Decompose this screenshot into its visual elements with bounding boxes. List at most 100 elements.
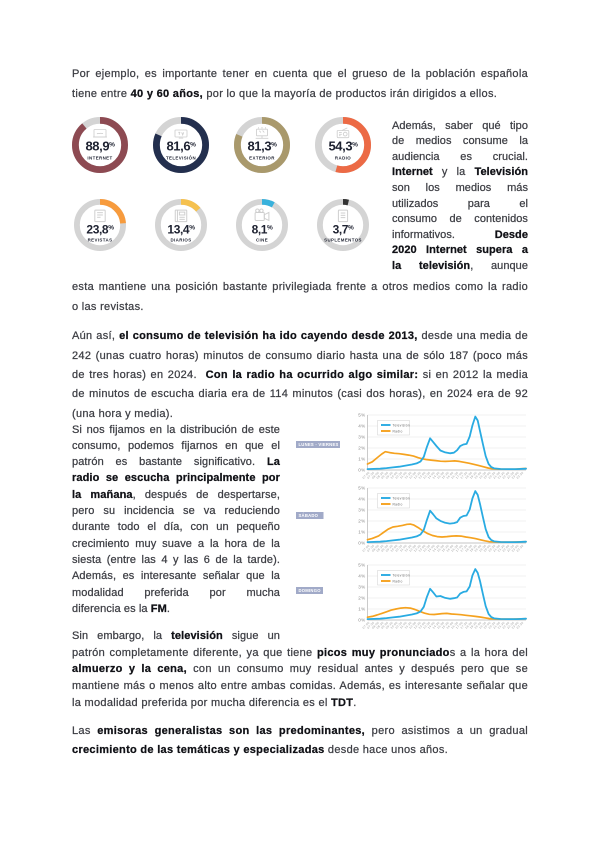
svg-text:5%: 5% [358, 412, 365, 417]
svg-text:11:30: 11:30 [404, 471, 413, 480]
svg-text:18:30: 18:30 [469, 471, 478, 480]
svg-text:17:30: 17:30 [459, 471, 468, 480]
svg-text:19:00: 19:00 [473, 621, 482, 630]
svg-text:21:30: 21:30 [497, 621, 506, 630]
svg-text:22:00: 22:00 [501, 621, 510, 630]
svg-text:TELEVISIÓN: TELEVISIÓN [166, 155, 196, 160]
svg-text:19:30: 19:30 [478, 621, 487, 630]
svg-text:3,7%: 3,7% [333, 223, 354, 237]
svg-text:14:30: 14:30 [432, 621, 441, 630]
svg-text:14:00: 14:00 [427, 544, 436, 553]
svg-text:23:00: 23:00 [511, 544, 520, 553]
svg-text:2%: 2% [358, 595, 365, 600]
svg-text:10:00: 10:00 [390, 621, 399, 630]
svg-text:11:30: 11:30 [404, 621, 413, 630]
svg-text:10:00: 10:00 [390, 471, 399, 480]
svg-text:09:00: 09:00 [380, 621, 389, 630]
svg-text:4%: 4% [358, 573, 365, 578]
svg-text:21:30: 21:30 [497, 471, 506, 480]
svg-text:20:00: 20:00 [483, 471, 492, 480]
svg-text:14:00: 14:00 [427, 471, 436, 480]
svg-text:09:00: 09:00 [380, 544, 389, 553]
svg-text:DIARIOS: DIARIOS [170, 238, 191, 243]
svg-text:2%: 2% [358, 518, 365, 523]
svg-text:12:00: 12:00 [408, 544, 417, 553]
svg-text:21:00: 21:00 [492, 544, 501, 553]
svg-text:Radio: Radio [393, 502, 403, 506]
svg-text:23:30: 23:30 [515, 621, 524, 630]
svg-text:LUNES - VIERNES: LUNES - VIERNES [299, 442, 339, 447]
svg-text:Televisión: Televisión [393, 573, 410, 577]
svg-text:16:00: 16:00 [445, 621, 454, 630]
svg-text:2%: 2% [358, 445, 365, 450]
svg-text:18:00: 18:00 [464, 471, 473, 480]
svg-text:12:00: 12:00 [408, 471, 417, 480]
svg-text:10:30: 10:30 [394, 621, 403, 630]
svg-text:1%: 1% [358, 456, 365, 461]
svg-text:12:30: 12:30 [413, 471, 422, 480]
svg-text:13,4%: 13,4% [167, 223, 195, 237]
svg-text:81,3%: 81,3% [247, 138, 277, 153]
svg-text:18:30: 18:30 [469, 544, 478, 553]
svg-text:23:30: 23:30 [515, 471, 524, 480]
svg-text:12:00: 12:00 [408, 621, 417, 630]
svg-text:11:00: 11:00 [399, 471, 408, 480]
svg-text:22:00: 22:00 [501, 471, 510, 480]
svg-text:INTERNET: INTERNET [87, 155, 112, 160]
svg-text:17:30: 17:30 [459, 544, 468, 553]
svg-text:09:00: 09:00 [380, 471, 389, 480]
svg-text:22:30: 22:30 [506, 621, 515, 630]
svg-text:22:30: 22:30 [506, 471, 515, 480]
svg-text:1%: 1% [358, 606, 365, 611]
svg-text:19:00: 19:00 [473, 471, 482, 480]
svg-text:20:30: 20:30 [487, 544, 496, 553]
svg-text:22:30: 22:30 [506, 544, 515, 553]
svg-text:12:30: 12:30 [413, 544, 422, 553]
svg-text:12:30: 12:30 [413, 621, 422, 630]
svg-text:CINE: CINE [256, 238, 268, 243]
svg-text:15:30: 15:30 [441, 544, 450, 553]
svg-text:18:00: 18:00 [464, 621, 473, 630]
svg-text:16:30: 16:30 [450, 544, 459, 553]
svg-text:08:00: 08:00 [371, 471, 380, 480]
svg-text:15:30: 15:30 [441, 621, 450, 630]
svg-text:3%: 3% [358, 507, 365, 512]
svg-text:08:30: 08:30 [376, 621, 385, 630]
svg-text:20:30: 20:30 [487, 471, 496, 480]
svg-text:17:30: 17:30 [459, 621, 468, 630]
svg-text:8,1%: 8,1% [252, 223, 273, 237]
svg-text:11:30: 11:30 [404, 544, 413, 553]
svg-text:18:30: 18:30 [469, 621, 478, 630]
svg-text:10:30: 10:30 [394, 471, 403, 480]
svg-text:SÁBADO: SÁBADO [299, 513, 319, 518]
svg-text:13:00: 13:00 [418, 621, 427, 630]
svg-text:4%: 4% [358, 496, 365, 501]
svg-text:09:30: 09:30 [385, 544, 394, 553]
svg-text:20:00: 20:00 [483, 544, 492, 553]
svg-text:54,3%: 54,3% [328, 138, 358, 153]
svg-text:15:00: 15:00 [436, 621, 445, 630]
svg-text:4%: 4% [358, 423, 365, 428]
svg-text:13:30: 13:30 [422, 544, 431, 553]
svg-text:10:00: 10:00 [390, 544, 399, 553]
svg-text:07:30: 07:30 [366, 621, 375, 630]
svg-text:17:00: 17:00 [455, 544, 464, 553]
svg-text:17:00: 17:00 [455, 621, 464, 630]
svg-text:14:00: 14:00 [427, 621, 436, 630]
svg-text:0%: 0% [358, 467, 365, 472]
svg-text:0%: 0% [358, 540, 365, 545]
svg-text:EXTERIOR: EXTERIOR [249, 155, 275, 160]
svg-text:11:00: 11:00 [399, 621, 408, 630]
svg-text:Televisión: Televisión [393, 423, 410, 427]
svg-text:15:00: 15:00 [436, 544, 445, 553]
svg-text:SUPLEMENTOS: SUPLEMENTOS [324, 238, 362, 243]
svg-text:20:30: 20:30 [487, 621, 496, 630]
svg-text:14:30: 14:30 [432, 471, 441, 480]
svg-text:08:30: 08:30 [376, 471, 385, 480]
svg-text:16:00: 16:00 [445, 544, 454, 553]
svg-text:07:30: 07:30 [366, 471, 375, 480]
svg-text:08:00: 08:00 [371, 544, 380, 553]
svg-text:09:30: 09:30 [385, 621, 394, 630]
svg-text:17:00: 17:00 [455, 471, 464, 480]
svg-text:13:00: 13:00 [418, 544, 427, 553]
